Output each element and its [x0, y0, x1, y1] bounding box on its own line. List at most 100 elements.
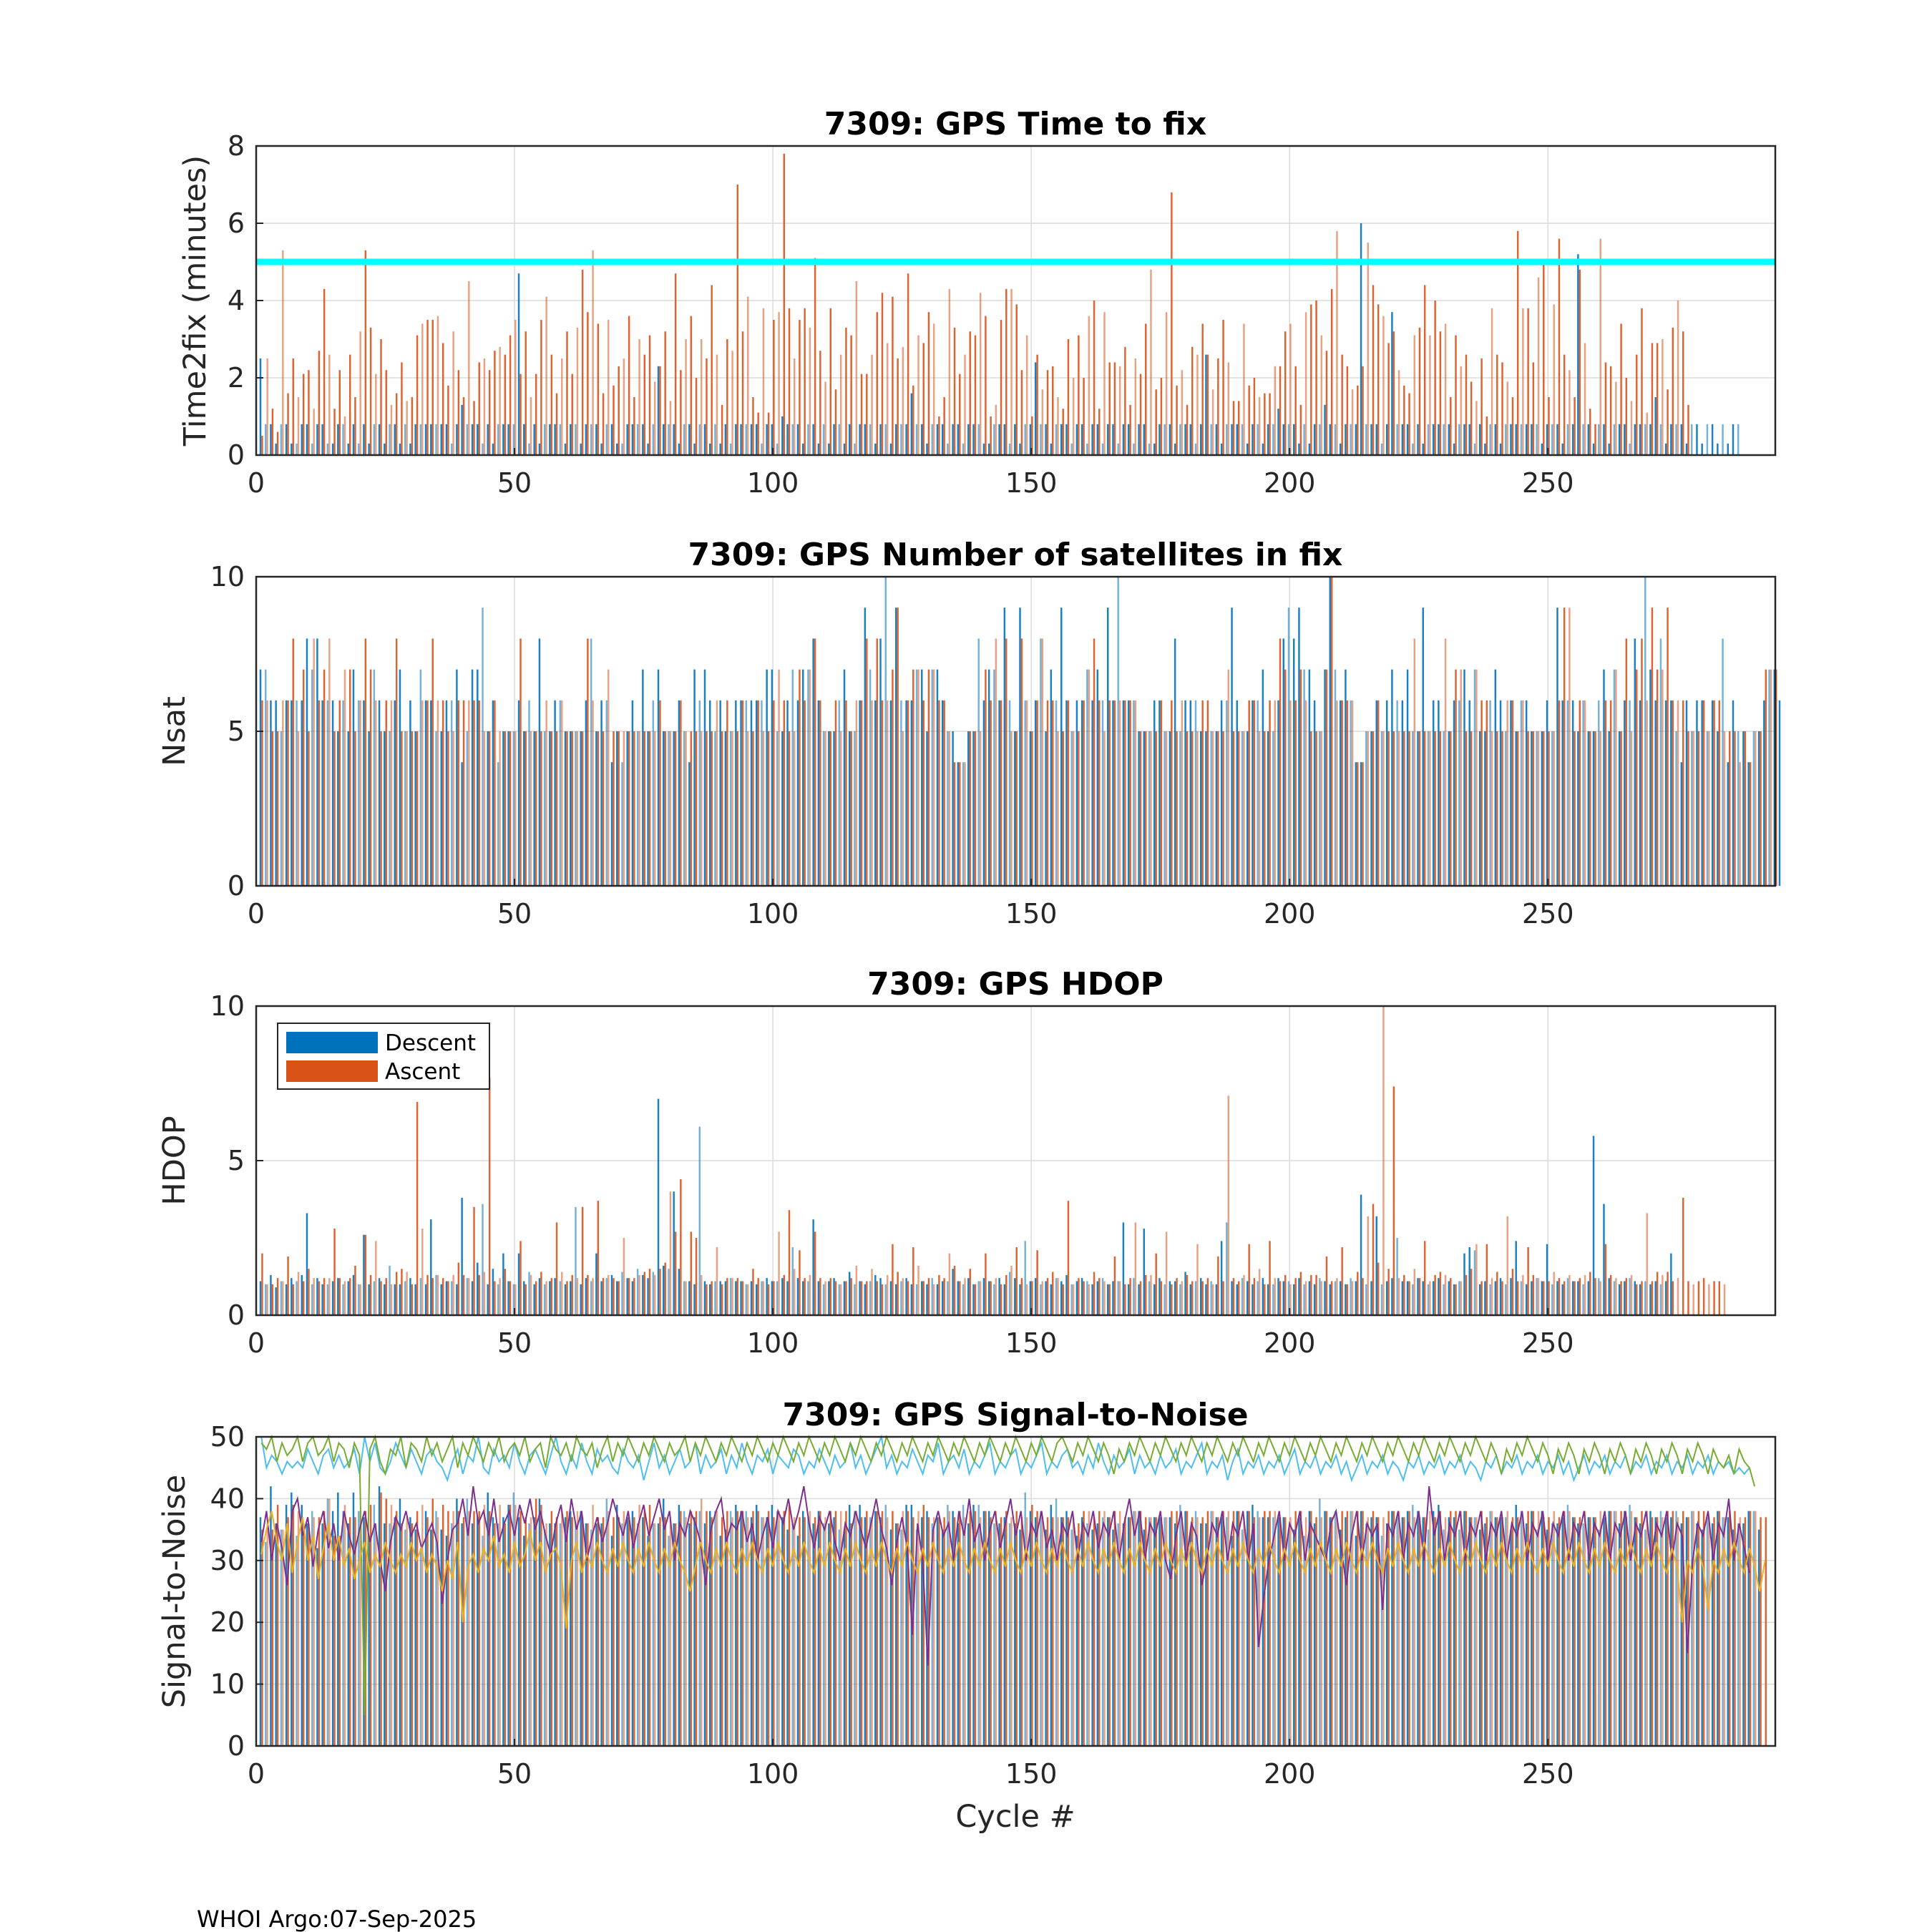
bar-ascent [1000, 1517, 1002, 1746]
bar-ascent [571, 731, 573, 886]
bar-descent [1360, 1194, 1362, 1315]
bar-ascent [938, 1274, 940, 1315]
bar-descent [580, 1511, 582, 1746]
bar-ascent [385, 1498, 387, 1746]
bar-ascent [416, 731, 419, 886]
bar-descent [585, 424, 587, 455]
bar-descent [1582, 1523, 1584, 1746]
bar-ascent [1397, 1278, 1400, 1315]
bar-ascent [354, 1265, 356, 1315]
bar-descent [1153, 700, 1156, 886]
bar-descent [1272, 731, 1274, 886]
bar-descent [621, 443, 623, 455]
bar-descent [487, 731, 489, 886]
bar-ascent [1103, 1281, 1106, 1315]
bar-ascent [1672, 327, 1674, 455]
bar-descent [631, 700, 634, 886]
bar-ascent [985, 1253, 987, 1315]
bar-ascent [1739, 762, 1741, 886]
bar-descent [435, 1274, 437, 1315]
bar-descent [750, 1517, 753, 1746]
bar-ascent [1522, 1517, 1524, 1746]
bar-ascent [375, 1241, 377, 1315]
bar-ascent [1165, 1231, 1168, 1315]
bar-ascent [1439, 1272, 1442, 1315]
bar-descent [1717, 731, 1719, 886]
bar-ascent [1211, 1284, 1214, 1315]
bar-descent [776, 1511, 779, 1746]
bar-descent [1505, 731, 1507, 886]
bar-ascent [462, 1274, 465, 1315]
bar-ascent [664, 1517, 666, 1746]
bar-descent [688, 762, 691, 886]
bar-descent [590, 424, 592, 455]
bar-ascent [261, 700, 263, 886]
bar-ascent [1599, 1511, 1601, 1746]
bar-descent [1489, 700, 1491, 886]
bar-descent [270, 700, 272, 886]
bar-ascent [1304, 1281, 1307, 1315]
bar-descent [1561, 1284, 1563, 1315]
bar-descent [1711, 424, 1714, 455]
bar-ascent [504, 1523, 507, 1746]
bar-descent [1396, 1238, 1398, 1315]
bar-ascent [1253, 1517, 1256, 1746]
bar-ascent [1031, 1281, 1033, 1315]
bar-descent [987, 669, 990, 886]
bar-descent [936, 424, 939, 455]
bar-ascent [1052, 700, 1054, 886]
bar-descent [703, 669, 706, 886]
bar-ascent [1387, 1511, 1390, 1746]
bar-descent [631, 1281, 634, 1315]
bar-ascent [1269, 393, 1271, 455]
y-tick-label: 40 [210, 1483, 245, 1514]
bar-ascent [680, 370, 682, 455]
bar-descent [456, 424, 458, 455]
bar-ascent [457, 1511, 460, 1746]
bar-descent [357, 700, 360, 886]
bar-descent [957, 762, 960, 886]
bar-ascent [1248, 1511, 1250, 1746]
bar-ascent [313, 1278, 315, 1315]
bar-descent [1334, 1511, 1337, 1746]
bar-ascent [1465, 1511, 1468, 1746]
bar-ascent [927, 669, 930, 886]
bar-descent [301, 700, 303, 886]
bar-descent [1329, 424, 1331, 455]
bar-ascent [1243, 1517, 1245, 1746]
bar-ascent [1134, 1222, 1137, 1315]
bar-ascent [406, 1272, 408, 1315]
bar-descent [1541, 1511, 1543, 1746]
bar-descent [1055, 1278, 1058, 1315]
bar-ascent [1093, 638, 1096, 886]
bar-descent [1571, 1517, 1574, 1746]
bar-descent [590, 1529, 592, 1746]
bar-ascent [1563, 354, 1566, 455]
bar-descent [440, 424, 442, 455]
bar-ascent [974, 1511, 977, 1746]
bar-descent [291, 1278, 293, 1315]
bar-ascent [287, 700, 289, 886]
bar-descent [404, 1529, 406, 1746]
bar-ascent [669, 401, 672, 455]
bar-ascent [348, 1278, 351, 1315]
bar-ascent [1584, 1274, 1586, 1315]
bar-ascent [566, 731, 568, 886]
bar-ascent [721, 1284, 723, 1315]
bar-ascent [1299, 404, 1302, 455]
bar-ascent [633, 1517, 635, 1746]
bar-ascent [1067, 700, 1070, 886]
bar-descent [1675, 424, 1677, 455]
x-tick-label: 200 [1264, 1327, 1316, 1359]
bar-ascent [762, 731, 765, 886]
bar-ascent [1682, 1511, 1684, 1746]
bar-ascent [587, 1523, 589, 1746]
bar-ascent [1455, 1284, 1457, 1315]
bar-ascent [1465, 354, 1468, 455]
bar-ascent [447, 731, 449, 886]
bar-descent [1148, 443, 1151, 455]
bar-descent [801, 1511, 804, 1746]
bar-descent [1117, 577, 1119, 886]
bar-descent [947, 1505, 949, 1746]
bar-ascent [395, 638, 398, 886]
